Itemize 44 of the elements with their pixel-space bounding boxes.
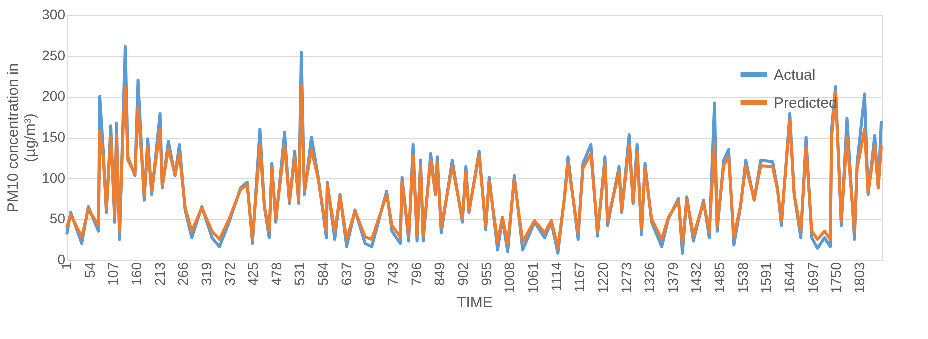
x-tick-label: 107	[105, 262, 122, 286]
x-tick-label: 1061	[524, 262, 541, 294]
x-tick-label: 637	[338, 262, 354, 286]
x-tick-label: 531	[292, 262, 308, 286]
x-tick-label: 1167	[572, 262, 588, 293]
y-tick-label: 100	[42, 170, 66, 186]
y-tick-label: 250	[42, 47, 66, 64]
x-tick-label: 796	[408, 262, 424, 286]
y-tick-label: 50	[50, 210, 66, 227]
x-tick-label: 1114	[548, 262, 564, 292]
x-tick-label: 1697	[804, 262, 821, 294]
legend-label: Actual	[774, 67, 816, 84]
x-tick-label: 372	[222, 262, 238, 286]
x-tick-label: 478	[268, 262, 284, 286]
x-tick-label: 1591	[758, 262, 774, 294]
x-tick-label: 1538	[734, 262, 751, 294]
x-tick-label: 1326	[642, 262, 658, 294]
x-tick-label: 1220	[594, 262, 611, 294]
x-tick-label: 1485	[712, 262, 728, 294]
x-tick-label: 690	[362, 262, 378, 286]
x-tick-label: 1750	[828, 262, 844, 294]
x-tick-label: 1273	[618, 262, 634, 294]
x-tick-label: 955	[478, 262, 494, 286]
x-tick-label: 425	[245, 262, 262, 286]
x-tick-label: 1644	[782, 262, 798, 294]
y-tick-label: 300	[42, 6, 66, 22]
x-tick-label: 319	[198, 262, 214, 286]
x-tick-label: 213	[152, 262, 168, 286]
x-tick-label: 54	[82, 262, 98, 278]
x-tick-label: 1008	[502, 262, 518, 294]
y-tick-label: 200	[42, 88, 66, 104]
x-tick-label: 743	[385, 262, 402, 286]
x-tick-label: 160	[128, 262, 144, 286]
x-axis-title: TIME	[457, 294, 493, 312]
line-series	[66, 84, 884, 250]
x-tick-label: 584	[315, 262, 332, 286]
y-axis-title: PM10 concentration in (µg/m³)	[5, 63, 40, 213]
x-tick-label: 849	[432, 262, 448, 286]
y-tick-label: 150	[42, 129, 66, 145]
x-tick-label: 266	[175, 262, 192, 286]
x-tick-label: 1379	[664, 262, 681, 294]
x-tick-label: 1432	[688, 262, 704, 294]
x-tick-label: 902	[455, 262, 471, 286]
x-tick-label: 1803	[851, 262, 868, 294]
